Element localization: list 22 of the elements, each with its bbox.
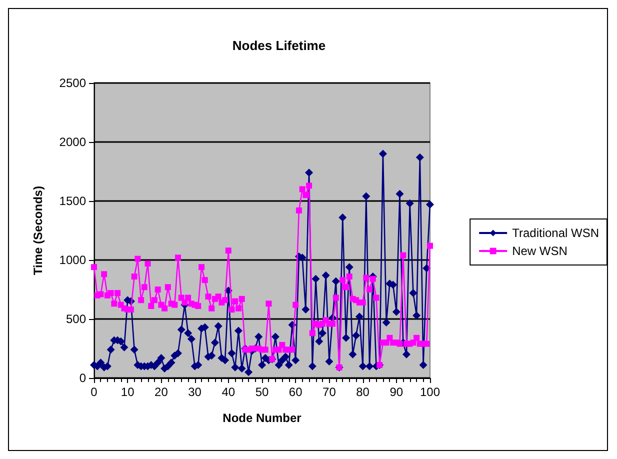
x-tick-label: 90 <box>390 385 404 399</box>
x-tick-label: 0 <box>90 385 98 399</box>
y-tick-label: 1000 <box>59 253 86 267</box>
x-tick-label: 100 <box>420 385 440 399</box>
y-tick-label: 2000 <box>59 135 86 149</box>
x-tick-label: 10 <box>120 385 135 399</box>
x-tick-label: 80 <box>356 385 370 399</box>
x-tick-label: 50 <box>255 385 269 399</box>
y-tick-label: 1500 <box>59 194 86 208</box>
y-tick-label: 0 <box>79 371 86 385</box>
legend-label: Traditional WSN <box>512 226 600 240</box>
x-tick-label: 20 <box>154 385 168 399</box>
x-tick-label: 40 <box>222 385 236 399</box>
x-tick-label: 70 <box>322 385 336 399</box>
chart-title: Nodes Lifetime <box>232 38 326 53</box>
y-axis-title: Time (Seconds) <box>31 186 45 276</box>
y-tick-label: 2500 <box>59 76 86 90</box>
x-axis-title: Node Number <box>222 411 302 425</box>
legend-label: New WSN <box>512 244 568 258</box>
y-tick-label: 500 <box>66 312 86 326</box>
x-tick-label: 60 <box>288 385 303 399</box>
x-tick-label: 30 <box>188 385 202 399</box>
